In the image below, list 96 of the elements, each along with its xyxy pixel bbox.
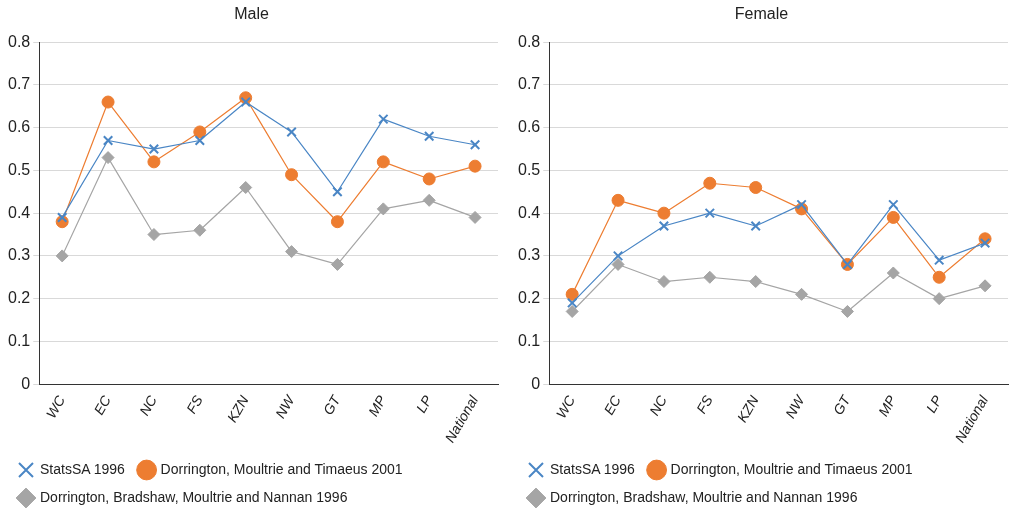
y-tick-label: 0.1 <box>517 331 541 349</box>
point <box>147 155 161 169</box>
y-tick-label: 0.5 <box>7 160 31 178</box>
point <box>148 143 160 155</box>
y-tick-label: 0.8 <box>517 32 541 50</box>
point <box>332 186 343 198</box>
point <box>147 228 161 242</box>
x-tick-label: LP <box>412 392 436 416</box>
point <box>796 199 807 210</box>
point <box>657 275 671 289</box>
point <box>422 193 436 207</box>
legend-label: Dorrington, Bradshaw, Moultrie and Nannan 1996 <box>550 488 858 505</box>
y-tick-label: 0 <box>531 374 541 392</box>
point <box>933 254 945 266</box>
point <box>611 257 625 271</box>
x-tick-label: NW <box>272 391 299 421</box>
point <box>285 168 299 182</box>
point <box>423 130 435 142</box>
x-tick-label: EC <box>600 391 625 418</box>
x-tick-label: FS <box>692 392 717 417</box>
x-tick-label: NW <box>782 391 809 421</box>
y-tick-label: 0.8 <box>7 32 31 50</box>
point <box>978 279 992 293</box>
point <box>703 176 717 190</box>
point <box>102 135 114 146</box>
y-tick-label: 0.3 <box>517 246 541 264</box>
y-tick-label: 0 <box>21 374 31 392</box>
point <box>749 181 763 195</box>
point <box>657 206 671 220</box>
x-tick-label: WC <box>552 391 579 421</box>
point <box>468 210 482 224</box>
chart-title: Female <box>734 5 789 23</box>
point <box>378 113 389 125</box>
x-tick-label: EC <box>90 391 115 418</box>
legend-label: StatsSA 1996 <box>40 460 126 477</box>
x-tick-label: MP <box>364 392 390 419</box>
point <box>840 304 854 318</box>
x-tick-label: LP <box>922 392 946 416</box>
point <box>422 172 436 186</box>
point <box>55 249 69 263</box>
point <box>795 287 809 301</box>
y-tick-label: 0.6 <box>7 118 31 136</box>
x-tick-label: NC <box>645 391 671 419</box>
point <box>330 215 344 229</box>
legend-label: StatsSA 1996 <box>550 460 636 477</box>
point <box>658 220 670 232</box>
point <box>101 151 115 165</box>
x-tick-label: MP <box>874 392 900 419</box>
point <box>704 207 716 219</box>
legend-label: Dorrington, Moultrie and Timaeus 2001 <box>670 460 913 477</box>
point <box>566 297 578 309</box>
point <box>612 250 624 262</box>
point <box>101 95 115 109</box>
y-tick-label: 0.7 <box>7 75 31 93</box>
point <box>888 199 899 210</box>
point <box>468 159 482 173</box>
point <box>239 181 253 195</box>
point <box>565 304 579 318</box>
x-tick-label: FS <box>182 392 207 417</box>
x-tick-label: WC <box>42 391 69 421</box>
x-tick-label: GT <box>829 391 855 418</box>
legend-label: Dorrington, Moultrie and Timaeus 2001 <box>160 460 403 477</box>
point <box>932 292 946 306</box>
point <box>932 270 946 284</box>
point <box>749 275 763 289</box>
point <box>886 266 900 280</box>
point <box>240 96 251 108</box>
point <box>193 125 207 139</box>
point <box>376 155 390 169</box>
y-tick-label: 0.5 <box>517 160 541 178</box>
point <box>376 202 390 216</box>
point <box>611 193 625 207</box>
y-tick-label: 0.1 <box>7 331 31 349</box>
point <box>703 270 717 284</box>
x-tick-label: NC <box>135 391 161 419</box>
point <box>56 212 68 223</box>
y-tick-label: 0.2 <box>7 289 31 307</box>
chart-title: Male <box>234 5 269 23</box>
point <box>193 223 207 237</box>
point <box>886 210 900 224</box>
point <box>285 245 299 259</box>
point <box>330 257 344 271</box>
y-tick-label: 0.4 <box>7 203 31 221</box>
y-tick-label: 0.6 <box>517 118 541 136</box>
x-tick-label: GT <box>319 391 345 418</box>
legend-label: Dorrington, Bradshaw, Moultrie and Nannan 1996 <box>40 488 348 505</box>
point <box>565 287 579 301</box>
point <box>979 237 991 249</box>
y-tick-label: 0.4 <box>517 203 541 221</box>
point <box>469 139 481 151</box>
point <box>194 135 206 146</box>
y-tick-label: 0.7 <box>517 75 541 93</box>
point <box>750 220 761 232</box>
y-tick-label: 0.3 <box>7 246 31 264</box>
y-tick-label: 0.2 <box>517 289 541 307</box>
point <box>286 126 297 138</box>
